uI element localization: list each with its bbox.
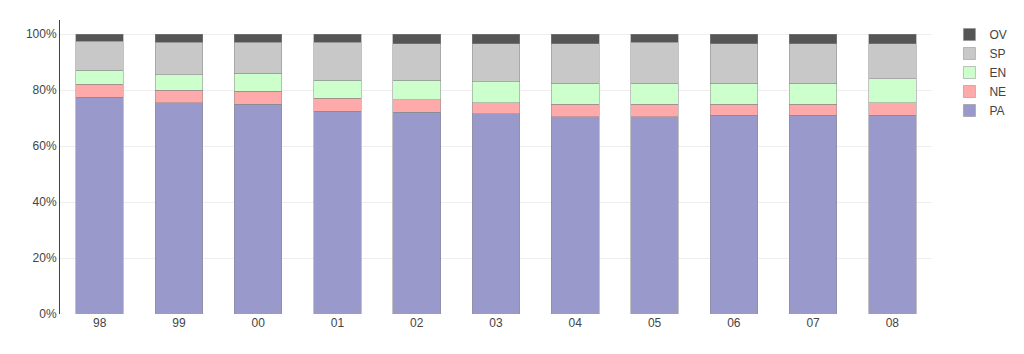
svg-text:EN: EN xyxy=(989,66,1006,80)
svg-text:04: 04 xyxy=(569,316,583,330)
svg-text:02: 02 xyxy=(410,316,424,330)
svg-text:100%: 100% xyxy=(26,27,57,41)
svg-text:99: 99 xyxy=(172,316,186,330)
svg-text:01: 01 xyxy=(331,316,345,330)
svg-text:08: 08 xyxy=(886,316,900,330)
svg-text:NE: NE xyxy=(989,85,1006,99)
svg-text:SP: SP xyxy=(989,47,1005,61)
svg-text:05: 05 xyxy=(648,316,662,330)
svg-text:OV: OV xyxy=(989,28,1006,42)
svg-text:03: 03 xyxy=(489,316,503,330)
svg-text:0%: 0% xyxy=(39,307,57,321)
svg-text:PA: PA xyxy=(989,104,1004,118)
svg-text:60%: 60% xyxy=(33,139,57,153)
svg-text:20%: 20% xyxy=(33,251,57,265)
svg-text:98: 98 xyxy=(93,316,107,330)
svg-text:00: 00 xyxy=(252,316,266,330)
svg-text:06: 06 xyxy=(727,316,741,330)
svg-text:80%: 80% xyxy=(33,83,57,97)
svg-text:40%: 40% xyxy=(33,195,57,209)
svg-text:07: 07 xyxy=(806,316,820,330)
